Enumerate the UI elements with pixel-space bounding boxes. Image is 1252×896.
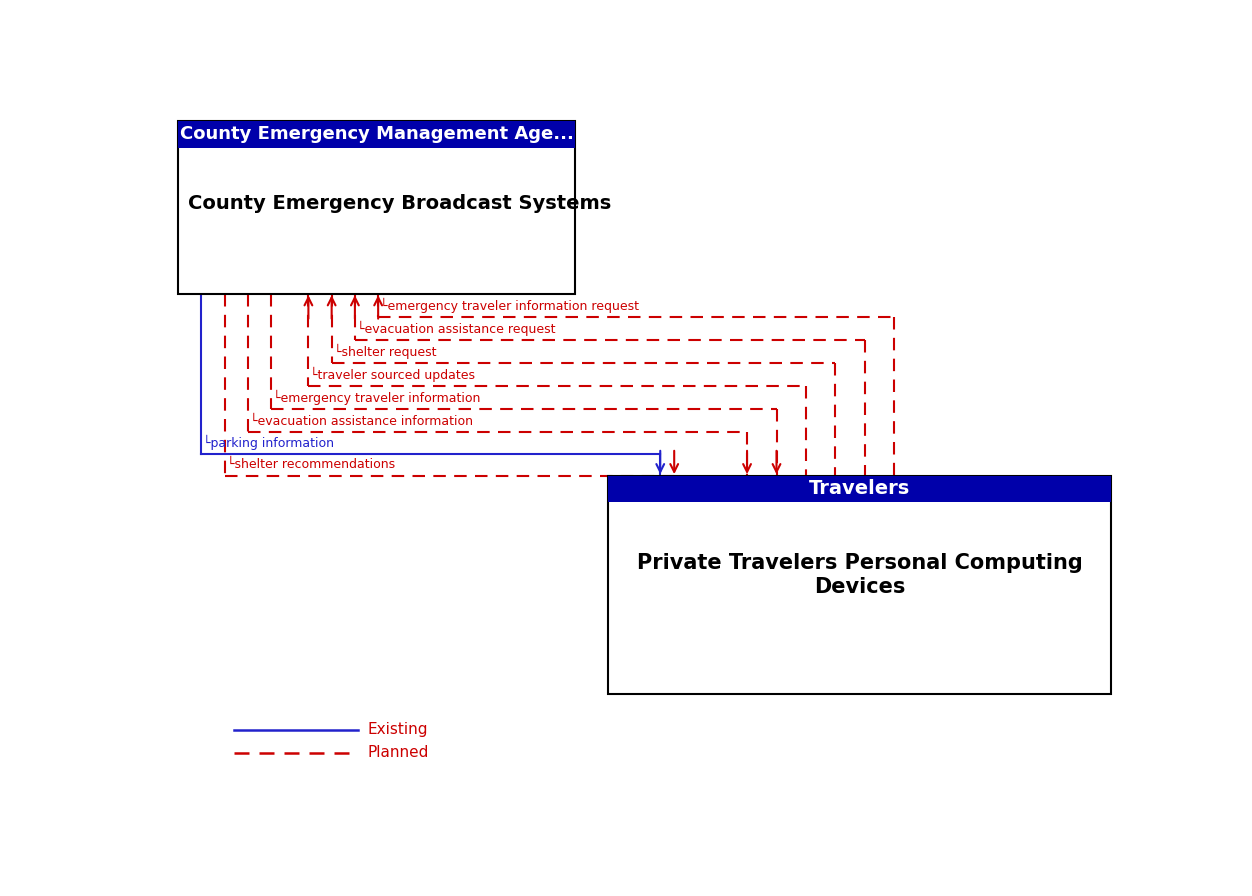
Text: Travelers: Travelers <box>809 479 910 498</box>
Text: └shelter request: └shelter request <box>333 344 436 359</box>
Text: Planned: Planned <box>368 745 429 761</box>
Text: └emergency traveler information request: └emergency traveler information request <box>381 297 639 313</box>
Text: └traveler sourced updates: └traveler sourced updates <box>310 367 476 382</box>
Text: Existing: Existing <box>368 722 428 737</box>
Bar <box>178 121 575 148</box>
Text: └shelter recommendations: └shelter recommendations <box>227 459 394 471</box>
Bar <box>607 476 1112 694</box>
Bar <box>607 476 1112 502</box>
Text: └emergency traveler information: └emergency traveler information <box>273 390 481 405</box>
Text: └evacuation assistance information: └evacuation assistance information <box>250 416 473 428</box>
Text: └evacuation assistance request: └evacuation assistance request <box>357 321 556 336</box>
Bar <box>178 121 575 294</box>
Text: County Emergency Broadcast Systems: County Emergency Broadcast Systems <box>188 194 611 212</box>
Text: └parking information: └parking information <box>203 435 334 450</box>
Text: Private Travelers Personal Computing
Devices: Private Travelers Personal Computing Dev… <box>636 554 1082 597</box>
Text: County Emergency Management Age...: County Emergency Management Age... <box>180 125 573 143</box>
